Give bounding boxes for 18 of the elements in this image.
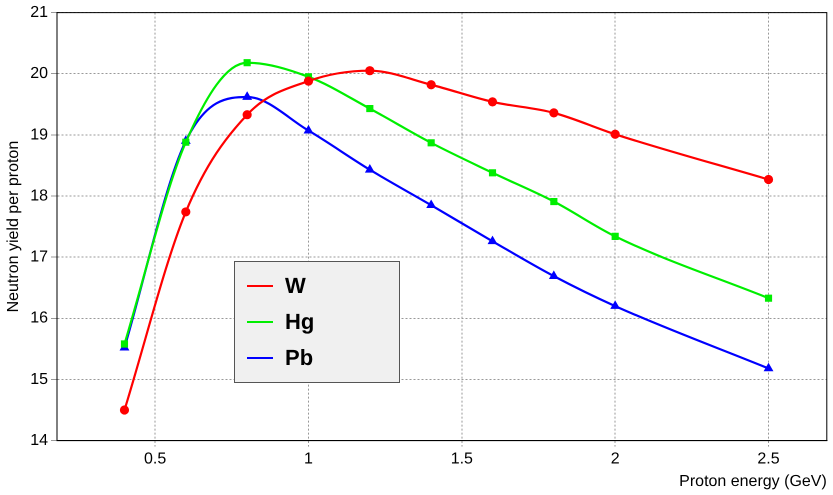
x-axis-title: Proton energy (GeV) bbox=[679, 472, 827, 490]
y-tick-label: 21 bbox=[30, 4, 48, 22]
x-tick-label: 1.5 bbox=[450, 450, 474, 468]
legend-label: W bbox=[285, 272, 306, 299]
y-tick-label: 14 bbox=[30, 432, 48, 450]
y-tick-label: 18 bbox=[30, 187, 48, 204]
legend-label: Pb bbox=[285, 344, 314, 371]
y-tick-label: 17 bbox=[30, 248, 48, 266]
x-tick-label: 2.5 bbox=[757, 450, 780, 468]
x-tick-label: 0.5 bbox=[144, 450, 166, 468]
y-tick-label: 15 bbox=[30, 370, 48, 388]
y-axis-title: Neutron yield per proton bbox=[5, 140, 22, 312]
x-tick-label: 2 bbox=[610, 450, 620, 468]
x-tick-label: 1 bbox=[304, 450, 314, 468]
legend-label: Hg bbox=[285, 308, 314, 335]
y-tick-label: 16 bbox=[30, 310, 48, 327]
y-tick-label: 20 bbox=[30, 65, 48, 82]
y-tick-label: 19 bbox=[30, 126, 48, 144]
